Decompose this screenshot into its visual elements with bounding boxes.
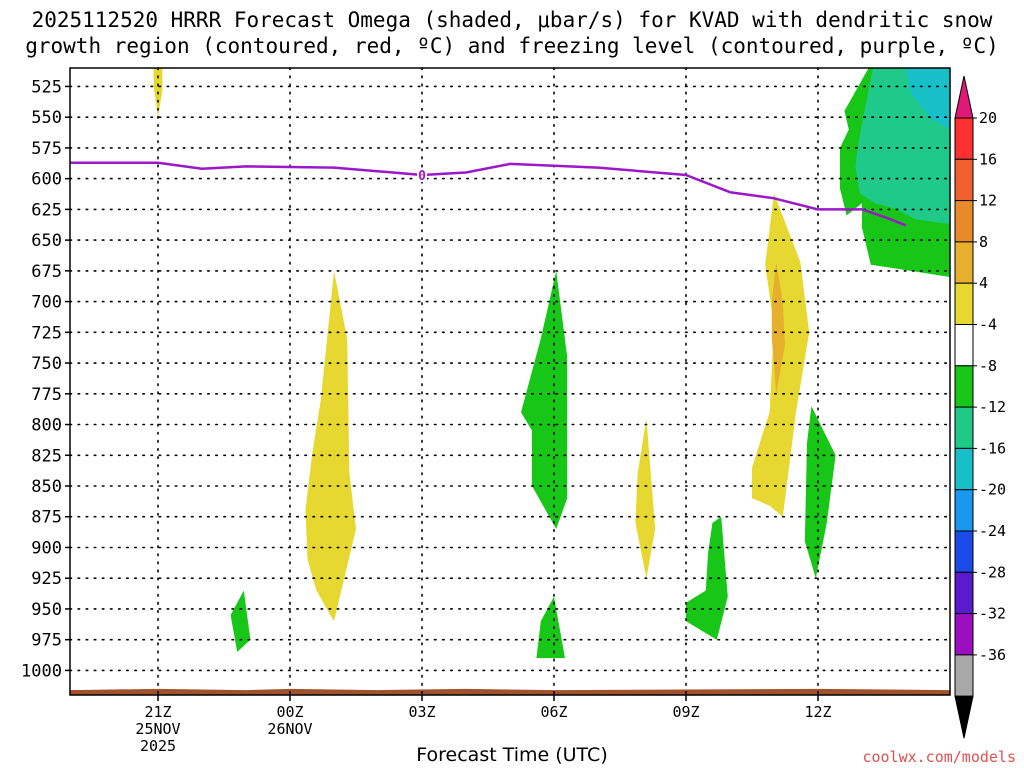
colorbar-label--24: -24 [979,522,1006,540]
colorbar-bin--20 [954,489,974,532]
colorbar-bin--8 [954,365,974,408]
y-tick-label-650: 650 [31,231,62,251]
colorbar-label--8: -8 [979,357,997,375]
colorbar-bottom-arrow [954,695,974,739]
y-tick-label-725: 725 [31,323,62,343]
y-tick-label-875: 875 [31,508,62,528]
colorbar-label--36: -36 [979,646,1006,664]
y-tick-label-600: 600 [31,170,62,190]
chart-title-line1: 2025112520 HRRR Forecast Omega (shaded, … [31,8,993,32]
y-tick-label-575: 575 [31,139,62,159]
colorbar-label-4: 4 [979,274,988,292]
x-tick-label-3-0: 00Z [276,703,303,721]
y-tick-label-525: 525 [31,77,62,97]
x-axis-label: Forecast Time (UTC) [416,744,608,766]
colorbar-label-20: 20 [979,109,997,127]
x-tick-label-15-0: 12Z [804,703,831,721]
colorbar-bin--36 [954,654,974,697]
x-tick-label-0-2: 2025 [140,737,176,755]
omega-region-down--4to-8 [536,596,565,659]
x-tick-label-0-0: 21Z [144,703,171,721]
colorbar-bin--12 [954,406,974,449]
y-tick-label-775: 775 [31,385,62,405]
colorbar-bin-12 [954,200,974,243]
colorbar-label--16: -16 [979,439,1006,457]
y-tick-label-625: 625 [31,200,62,220]
y-tick-label-850: 850 [31,477,62,497]
colorbar-label--12: -12 [979,398,1006,416]
colorbar-bin-20 [954,117,974,160]
y-tick-label-975: 975 [31,631,62,651]
colorbar-bin-8 [954,241,974,284]
colorbar-label--32: -32 [979,605,1006,623]
x-tick-label-0-1: 25NOV [135,720,180,738]
y-tick-label-925: 925 [31,569,62,589]
y-tick-label-825: 825 [31,446,62,466]
omega-region-up-4to8 [305,270,356,622]
x-tick-label-6-0: 03Z [408,703,435,721]
y-tick-label-700: 700 [31,293,62,313]
colorbar-bin-4 [954,282,974,326]
colorbar-bin--24 [954,530,974,573]
colorbar-bin--16 [954,447,974,491]
colorbar-label--20: -20 [979,481,1006,499]
freezing-level-label: 0 [418,169,426,184]
omega-region-up-8to12 [771,262,785,394]
colorbar-top-arrow [954,75,974,119]
y-tick-label-675: 675 [31,262,62,282]
colorbar-bin-16 [954,158,974,202]
y-tick-label-950: 950 [31,600,62,620]
omega-region-up-4to8 [635,418,656,579]
x-tick-label-12-0: 09Z [672,703,699,721]
colorbar-label--4: -4 [979,316,997,334]
colorbar-bin--32 [954,613,974,656]
colorbar-label-16: 16 [979,150,997,168]
omega-region-down--4to-8 [521,270,568,529]
freezing-level-label-bg [417,167,427,182]
omega-region-down--4to-8 [230,590,251,652]
omega-region-down--4to-8 [804,406,836,579]
y-tick-label-900: 900 [31,538,62,558]
colorbar-label-8: 8 [979,233,988,251]
colorbar-label-12: 12 [979,192,997,210]
y-tick-label-1000: 1000 [21,661,62,681]
colorbar-bin--28 [954,571,974,615]
omega-region-down--12to-16 [906,68,950,130]
x-tick-label-3-1: 26NOV [267,720,312,738]
omega-region-down--4to-8 [686,516,728,640]
x-tick-label-9-0: 06Z [540,703,567,721]
freezing-level-line [70,161,907,227]
y-tick-label-550: 550 [31,108,62,128]
colorbar-bin--4 [954,324,974,367]
credit-link[interactable]: coolwx.com/models [862,748,1016,766]
plot-frame [69,67,951,696]
y-tick-label-800: 800 [31,416,62,436]
y-tick-label-750: 750 [31,354,62,374]
colorbar-label--28: -28 [979,563,1006,581]
chart-title-line2: growth region (contoured, red, ºC) and f… [25,34,999,58]
